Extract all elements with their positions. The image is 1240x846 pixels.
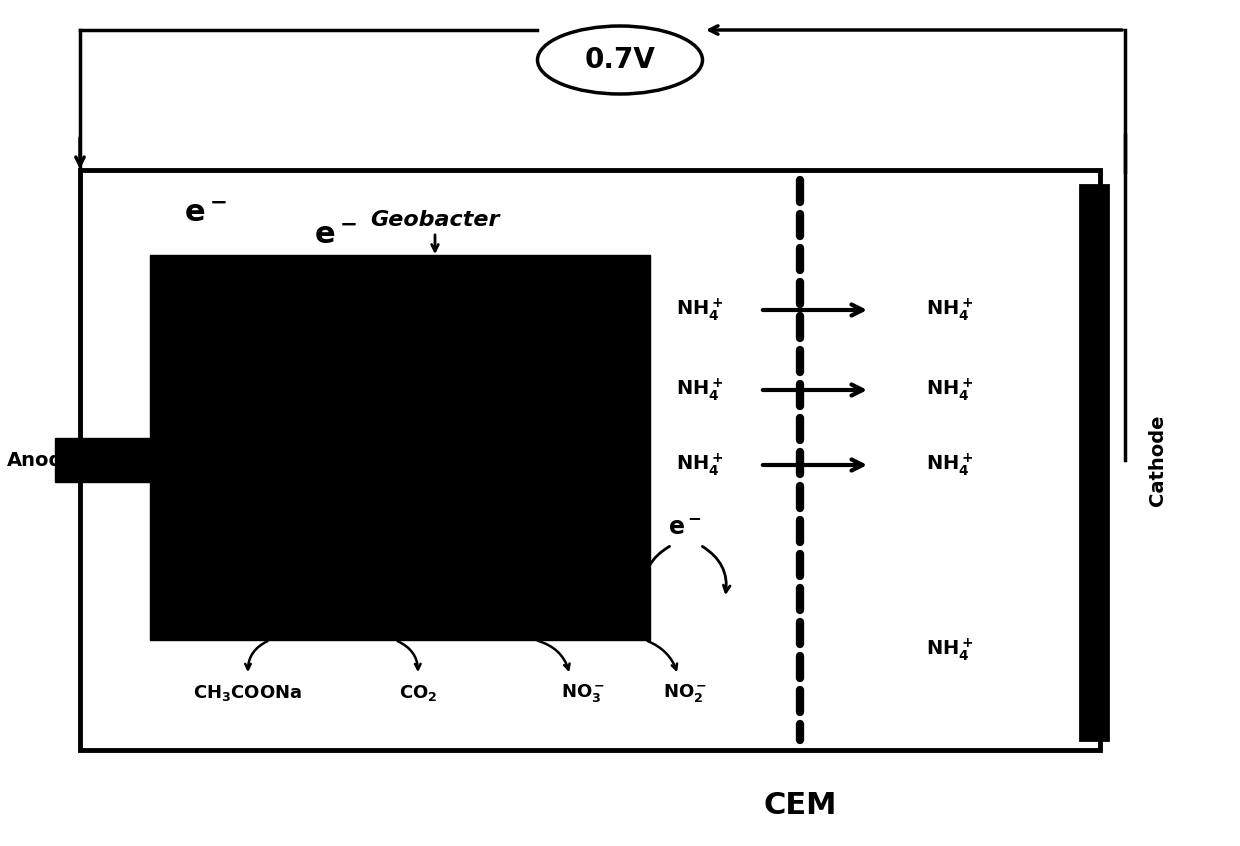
Polygon shape <box>150 255 650 640</box>
Text: $\mathbf{e^-}$: $\mathbf{e^-}$ <box>314 221 356 250</box>
Polygon shape <box>1080 185 1109 740</box>
Text: Anode: Anode <box>7 451 77 470</box>
Text: $\mathbf{NH_4^+}$: $\mathbf{NH_4^+}$ <box>676 452 724 478</box>
Text: $\mathbf{NH_4^+}$: $\mathbf{NH_4^+}$ <box>926 452 973 478</box>
Text: $\mathbf{NH_4^+}$: $\mathbf{NH_4^+}$ <box>676 297 724 323</box>
Text: $\mathbf{NH_4^+}$: $\mathbf{NH_4^+}$ <box>676 376 724 404</box>
Text: $\mathbf{NO_2^-}$: $\mathbf{NO_2^-}$ <box>663 682 707 704</box>
Text: $\mathbf{CO_2}$: $\mathbf{CO_2}$ <box>399 683 438 703</box>
Text: $\mathbf{e^-}$: $\mathbf{e^-}$ <box>184 199 227 228</box>
Text: $\mathbf{CH_3COONa}$: $\mathbf{CH_3COONa}$ <box>193 683 303 703</box>
Text: Geobacter: Geobacter <box>371 210 500 230</box>
Text: $\mathbf{NH_4^+}$: $\mathbf{NH_4^+}$ <box>926 636 973 663</box>
Text: $\mathbf{NH_4^+}$: $\mathbf{NH_4^+}$ <box>926 297 973 323</box>
Text: Cathode: Cathode <box>1148 415 1168 506</box>
Text: $\mathbf{NH_4^+}$: $\mathbf{NH_4^+}$ <box>926 376 973 404</box>
Text: $\mathbf{e^-}$: $\mathbf{e^-}$ <box>668 516 702 540</box>
Text: CEM: CEM <box>764 790 837 820</box>
Ellipse shape <box>537 26 703 94</box>
Text: $\mathbf{NO_3^-}$: $\mathbf{NO_3^-}$ <box>560 682 605 704</box>
Polygon shape <box>55 438 150 482</box>
Text: 0.7V: 0.7V <box>584 46 656 74</box>
